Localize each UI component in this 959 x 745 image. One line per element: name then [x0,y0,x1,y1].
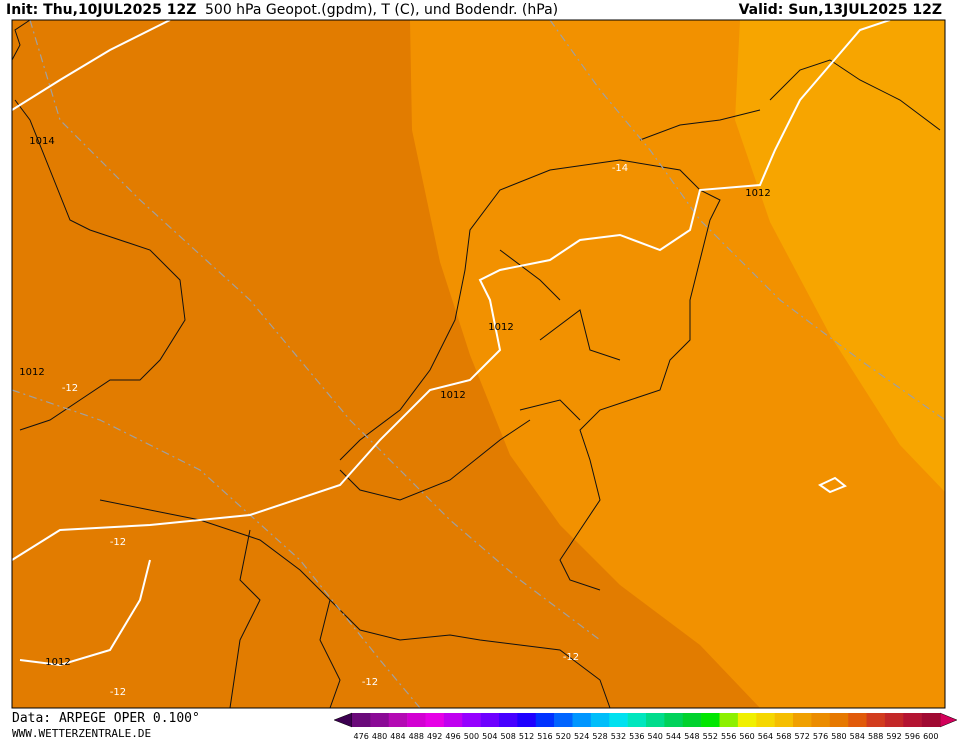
colorbar-label: 500 [464,732,479,741]
contour-label: -12 [110,687,126,698]
colorbar-label: 584 [850,732,865,741]
colorbar-label: 544 [666,732,681,741]
isobars [11,19,891,667]
colorbar-label: 580 [831,732,846,741]
colorbar-label: 492 [427,732,442,741]
color-swatch [370,713,390,727]
contour-label: 1012 [45,657,70,668]
map-frame [11,19,946,709]
coastlines [11,19,941,709]
contour-label: -12 [362,677,378,688]
colorbar-label: 532 [611,732,626,741]
colorbar-label: 496 [445,732,460,741]
colorbar-label: 536 [629,732,644,741]
color-swatch [443,713,463,727]
colorbar: 476 480 484 488 492 496 500 504 508 512 516 520 524 5… [333,712,958,741]
colorbar-label: 540 [648,732,663,741]
color-swatch [737,713,757,727]
color-swatch [793,713,812,727]
color-swatch [701,713,720,727]
valid-time: Valid: Sun,13JUL2025 12Z [739,2,942,18]
color-swatch [462,713,481,727]
color-swatch [756,713,775,727]
data-source: Data: ARPEGE OPER 0.100° [12,711,200,726]
color-swatch [535,713,555,727]
colorbar-label: 556 [721,732,736,741]
color-swatch [829,713,849,727]
color-swatch [590,713,610,727]
color-swatch [517,713,537,727]
color-swatch [627,713,647,727]
map: 1014 1012 -14 1012 1012 -12 1012 -12 101… [11,19,946,709]
color-swatch [480,713,500,727]
color-swatch [388,713,408,727]
colorbar-label: 508 [501,732,516,741]
colorbar-label: 484 [390,732,405,741]
colorbar-label: 596 [905,732,920,741]
color-swatch [866,713,886,727]
contour-label: -12 [563,652,579,663]
colorbar-label: 564 [758,732,773,741]
init-time: Init: Thu,10JUL2025 12Z [6,2,196,18]
colorbar-label: 516 [537,732,552,741]
colorbar-min-arrow [333,712,353,728]
colorbar-label: 552 [703,732,718,741]
colorbar-label: 560 [739,732,754,741]
colorbar-label: 600 [923,732,938,741]
title: 500 hPa Geopot.(gpdm), T (C), und Bodend… [205,2,558,18]
contour-label: 1012 [440,390,465,401]
site: WWW.WETTERZENTRALE.DE [12,727,151,740]
colorbar-label: 504 [482,732,497,741]
contour-label: 1012 [745,188,770,199]
color-swatch [646,713,665,727]
color-swatch [884,713,904,727]
color-swatch [407,713,426,727]
colorbar-label: 576 [813,732,828,741]
color-swatch [774,713,794,727]
colorbar-label: 520 [556,732,571,741]
colorbar-label: 528 [592,732,607,741]
color-swatch [811,713,831,727]
contour-label: -12 [110,537,126,548]
colorbar-label: 572 [795,732,810,741]
color-swatch [719,713,739,727]
color-swatch [903,713,922,727]
colorbar-label: 568 [776,732,791,741]
colorbar-label: 488 [409,732,424,741]
color-swatch [554,713,573,727]
color-swatch [682,713,702,727]
geopot-band [735,20,945,492]
contour-label: 1014 [29,136,54,147]
contour-label: 1012 [488,322,513,333]
colorbar-max-arrow [939,712,958,728]
color-swatch [425,713,445,727]
colorbar-label: 588 [868,732,883,741]
contour-label: 1012 [19,367,44,378]
contour-label: -14 [612,163,628,174]
contour-labels: 1014 1012 -14 1012 1012 -12 1012 -12 101… [19,136,770,698]
colorbar-label: 524 [574,732,589,741]
colorbar-label: 548 [684,732,699,741]
color-swatch [921,713,941,727]
color-swatch [572,713,592,727]
color-swatch [352,713,371,727]
color-swatch [848,713,867,727]
colorbar-label: 512 [519,732,534,741]
colorbar-label: 476 [354,732,369,741]
color-swatch [499,713,518,727]
colorbar-label: 592 [886,732,901,741]
color-swatch [609,713,628,727]
colorbar-label: 480 [372,732,387,741]
color-swatch [664,713,684,727]
contour-label: -12 [62,383,78,394]
